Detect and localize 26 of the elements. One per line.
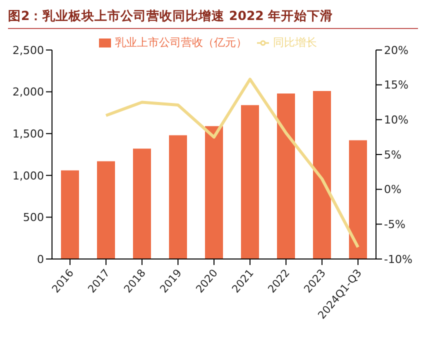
- chart-title: 图2：乳业板块上市公司营收同比增速 2022 年开始下滑: [8, 8, 418, 29]
- line-series: [104, 78, 360, 249]
- y-tick-label: 1,000: [12, 169, 44, 182]
- legend-label: 乳业上市公司营收（亿元）: [115, 36, 247, 49]
- y-tick-label: 2,000: [12, 86, 44, 99]
- y2-tick-label: -5%: [384, 218, 406, 232]
- y-tick-label: 0: [37, 252, 44, 266]
- y2-tick-label: 5%: [384, 148, 402, 162]
- bar: [61, 170, 79, 259]
- y2-tick-label: 20%: [384, 44, 408, 57]
- y-tick-label: 1,500: [12, 128, 44, 141]
- bar: [169, 135, 187, 259]
- bar: [313, 90, 331, 259]
- bar: [349, 140, 367, 259]
- y-tick-label: 500: [23, 211, 44, 224]
- y2-tick-label: -10%: [384, 252, 412, 266]
- bar: [205, 126, 223, 259]
- bar: [277, 93, 295, 259]
- legend-label: 同比增长: [273, 36, 317, 49]
- y2-tick-label: 10%: [384, 114, 408, 127]
- bar: [241, 105, 259, 259]
- y2-tick-label: 15%: [384, 78, 408, 92]
- bar: [97, 161, 115, 259]
- y2-tick-label: 0%: [384, 183, 402, 196]
- y-tick-label: 2,500: [12, 44, 44, 57]
- bar: [133, 148, 151, 259]
